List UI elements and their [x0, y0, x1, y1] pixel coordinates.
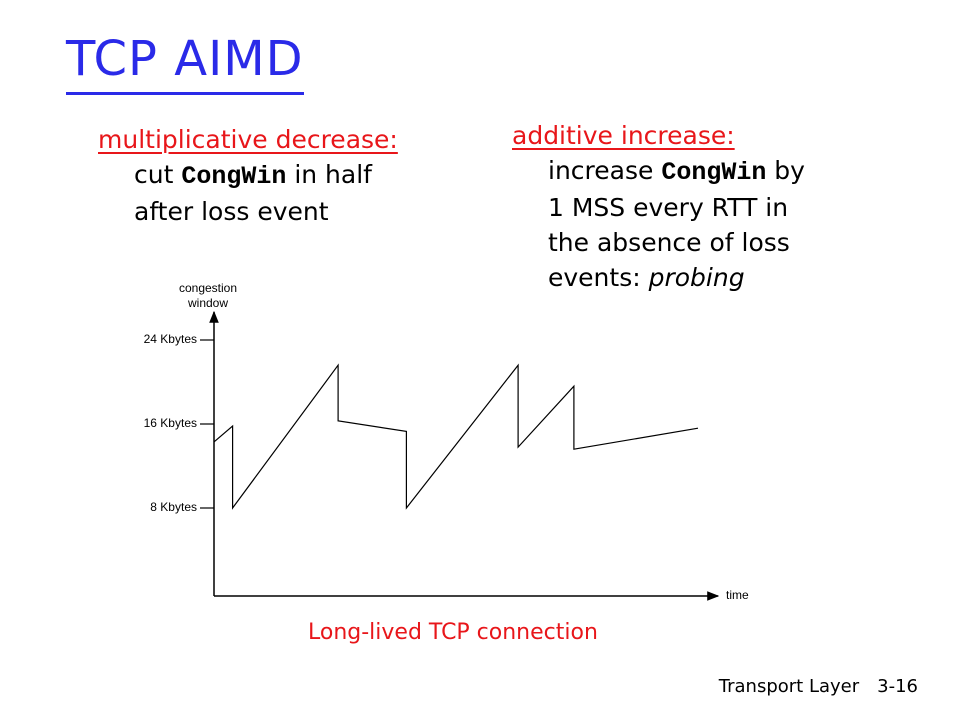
- y-tick-label: 8 Kbytes: [150, 500, 197, 514]
- ai-text: 1 MSS every RTT in: [548, 193, 789, 222]
- md-text: cut: [134, 160, 182, 189]
- ai-text: the absence of loss: [548, 228, 790, 257]
- ai-text: increase: [548, 156, 662, 185]
- slide-footer: Transport Layer 3-16: [719, 676, 918, 697]
- ai-text: events:: [548, 263, 649, 292]
- additive-increase-body: increase CongWin by 1 MSS every RTT in t…: [512, 153, 912, 295]
- probing-text: probing: [648, 263, 745, 292]
- congwin-code: CongWin: [661, 158, 767, 187]
- additive-increase-block: additive increase: increase CongWin by 1…: [512, 118, 912, 295]
- y-tick-label: 24 Kbytes: [144, 332, 197, 346]
- md-text: in half: [286, 160, 372, 189]
- footer-page-number: 3-16: [877, 676, 918, 697]
- chart-caption: Long-lived TCP connection: [308, 620, 598, 645]
- multiplicative-decrease-block: multiplicative decrease: cut CongWin in …: [98, 122, 498, 229]
- ai-text: by: [766, 156, 805, 185]
- md-text: after loss event: [134, 197, 329, 226]
- congwin-code: CongWin: [181, 162, 287, 191]
- slide-title: TCP AIMD: [66, 26, 304, 95]
- y-axis-label-line1: congestion: [179, 281, 237, 295]
- x-axis-label: time: [726, 588, 749, 602]
- y-axis-label-line2: window: [187, 296, 228, 310]
- congestion-window-series: [213, 363, 699, 510]
- y-tick-label: 16 Kbytes: [144, 416, 197, 430]
- footer-chapter: Transport Layer: [718, 676, 860, 697]
- multiplicative-decrease-body: cut CongWin in half after loss event: [98, 157, 498, 229]
- multiplicative-decrease-heading: multiplicative decrease:: [98, 125, 398, 154]
- additive-increase-heading: additive increase:: [512, 121, 735, 150]
